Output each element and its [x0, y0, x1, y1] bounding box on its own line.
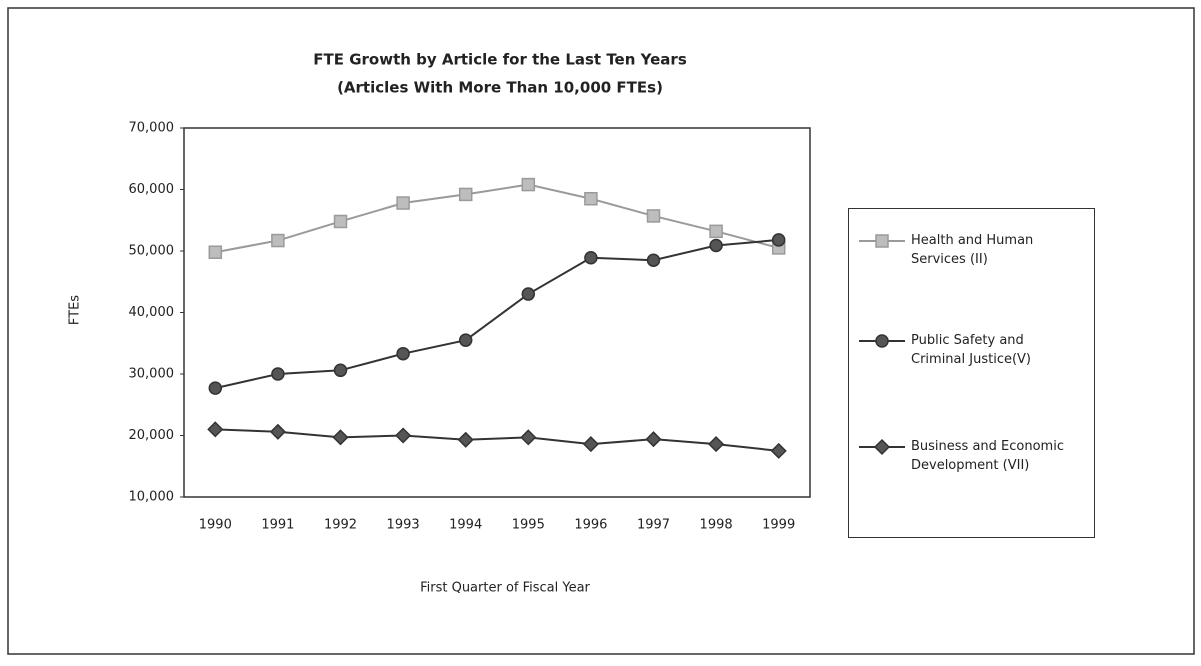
frame	[7, 7, 1195, 655]
series-line	[215, 238, 779, 390]
x-axis-label: First Quarter of Fiscal Year	[420, 581, 590, 596]
x-tick-label: 1990	[199, 518, 232, 533]
chart-subtitle: (Articles With More Than 10,000 FTEs)	[337, 79, 663, 97]
marker	[521, 177, 536, 192]
marker	[771, 233, 786, 247]
series-line	[215, 428, 779, 452]
marker	[269, 423, 286, 440]
marker	[646, 209, 661, 223]
series-line	[215, 183, 779, 254]
legend-entry: Public Safety and Criminal Justice(V)	[857, 331, 1081, 369]
x-tick-label: 1991	[261, 518, 294, 533]
y-tick-label: 30,000	[129, 367, 175, 382]
marker	[708, 436, 725, 453]
marker	[332, 429, 349, 446]
marker	[646, 253, 661, 267]
y-tick-label: 50,000	[129, 244, 175, 259]
legend: Health and Human Services (II) Public Saf…	[848, 208, 1095, 538]
marker	[520, 429, 537, 446]
x-tick-label: 1996	[574, 518, 607, 533]
legend-entry: Health and Human Services (II)	[857, 231, 1081, 269]
y-tick-label: 10,000	[129, 490, 175, 505]
x-tick-label: 1995	[512, 518, 545, 533]
marker	[709, 224, 723, 239]
x-tick-label: 1993	[387, 518, 420, 533]
x-tick-label: 1994	[449, 518, 482, 533]
marker	[271, 233, 285, 248]
marker	[458, 333, 473, 347]
marker	[770, 442, 787, 459]
x-tick-label: 1992	[324, 518, 357, 533]
legend-icon	[859, 234, 905, 248]
legend-label: Health and Human Services (II)	[911, 233, 1034, 267]
marker	[333, 214, 348, 229]
y-tick-label: 70,000	[129, 121, 175, 136]
marker	[207, 421, 224, 438]
marker	[582, 436, 599, 453]
marker	[395, 427, 412, 444]
marker	[271, 367, 285, 381]
legend-entry: Business and Economic Development (VII)	[857, 437, 1081, 475]
legend-label: Business and Economic Development (VII)	[911, 439, 1064, 473]
marker	[208, 381, 223, 395]
chart-title: FTE Growth by Article for the Last Ten Y…	[313, 51, 687, 69]
marker	[208, 245, 223, 259]
legend-icon	[859, 438, 905, 456]
marker	[645, 431, 662, 448]
x-tick-label: 1997	[637, 518, 670, 533]
x-tick-label: 1999	[762, 518, 795, 533]
marker	[457, 431, 474, 448]
marker	[875, 234, 889, 248]
y-tick-label: 40,000	[129, 305, 175, 320]
marker	[521, 287, 536, 301]
y-axis-label: FTEs	[68, 295, 83, 325]
marker	[396, 346, 410, 361]
marker	[709, 238, 723, 253]
y-tick-label: 60,000	[129, 182, 175, 197]
marker	[333, 363, 348, 378]
marker	[584, 251, 598, 265]
x-tick-label: 1998	[700, 518, 733, 533]
marker	[458, 187, 473, 202]
marker	[396, 196, 410, 210]
y-tick-label: 20,000	[129, 428, 175, 443]
marker	[873, 438, 891, 456]
marker	[584, 191, 598, 206]
legend-icon	[859, 334, 905, 348]
marker	[875, 334, 889, 348]
legend-label: Public Safety and Criminal Justice(V)	[911, 333, 1031, 367]
